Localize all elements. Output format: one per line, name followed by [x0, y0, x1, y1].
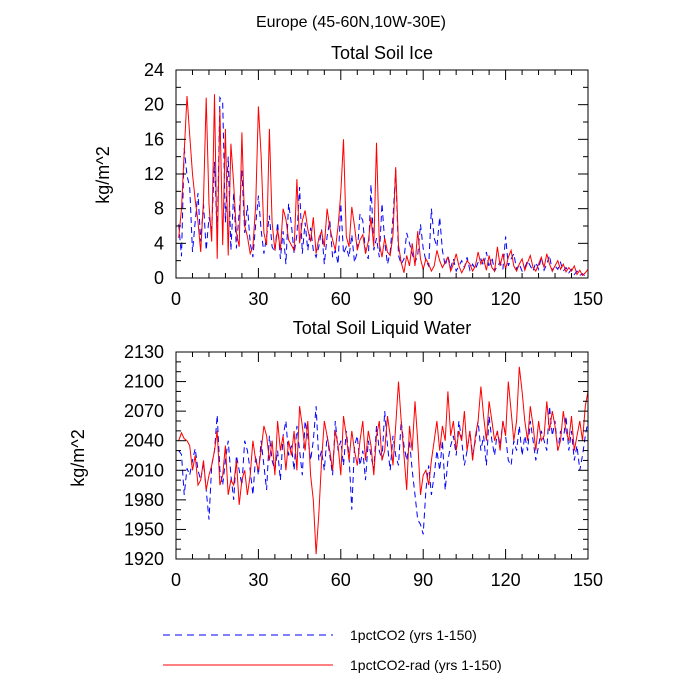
- x-tick-label: 0: [171, 289, 181, 309]
- legend-label-1pctco2: 1pctCO2 (yrs 1-150): [350, 627, 477, 643]
- panel-title: Total Soil Liquid Water: [293, 318, 471, 338]
- x-tick-label: 120: [491, 289, 521, 309]
- x-tick-label: 30: [248, 289, 268, 309]
- series-line-1pctco2-rad: [178, 94, 588, 277]
- y-tick-label: 2100: [124, 372, 164, 392]
- figure-suptitle: Europe (45-60N,10W-30E): [256, 14, 446, 31]
- x-tick-label: 120: [491, 570, 521, 590]
- x-tick-label: 90: [413, 570, 433, 590]
- y-axis-label: kg/m^2: [93, 146, 113, 203]
- x-tick-label: 60: [331, 570, 351, 590]
- y-tick-label: 24: [144, 60, 164, 80]
- series-line-1pctco2: [178, 406, 588, 535]
- legend-label-1pctco2-rad: 1pctCO2-rad (yrs 1-150): [350, 657, 502, 673]
- y-tick-label: 2040: [124, 431, 164, 451]
- y-tick-label: 0: [154, 268, 164, 288]
- panel-title: Total Soil Ice: [331, 43, 433, 63]
- y-tick-label: 2130: [124, 342, 164, 362]
- y-axis-label: kg/m^2: [68, 429, 88, 486]
- x-tick-label: 60: [331, 289, 351, 309]
- legend: 1pctCO2 (yrs 1-150) 1pctCO2-rad (yrs 1-1…: [163, 627, 502, 673]
- x-tick-label: 30: [248, 570, 268, 590]
- panel-soil-liquid-water: Total Soil Liquid Water kg/m^2 0 30 60 90 12…: [68, 318, 603, 590]
- series-line-1pctco2-rad: [178, 366, 588, 555]
- y-tick-label: 2010: [124, 460, 164, 480]
- y-tick-label: 1950: [124, 519, 164, 539]
- y-tick-label: 20: [144, 95, 164, 115]
- y-tick-label: 1920: [124, 549, 164, 569]
- y-tick-label: 1980: [124, 490, 164, 510]
- x-tick-label: 150: [573, 289, 603, 309]
- x-tick-label: 90: [413, 289, 433, 309]
- y-tick-label: 4: [154, 233, 164, 253]
- y-tick-label: 8: [154, 199, 164, 219]
- y-tick-label: 12: [144, 164, 164, 184]
- x-tick-label: 0: [171, 570, 181, 590]
- plot-frame: [175, 351, 589, 560]
- y-tick-label: 2070: [124, 401, 164, 421]
- series-line-1pctco2: [178, 95, 588, 277]
- x-tick-label: 150: [573, 570, 603, 590]
- panel-soil-ice: Total Soil Ice kg/m^2 0 30 60 90 120 150 0 4 8 12…: [93, 43, 603, 309]
- y-tick-label: 16: [144, 129, 164, 149]
